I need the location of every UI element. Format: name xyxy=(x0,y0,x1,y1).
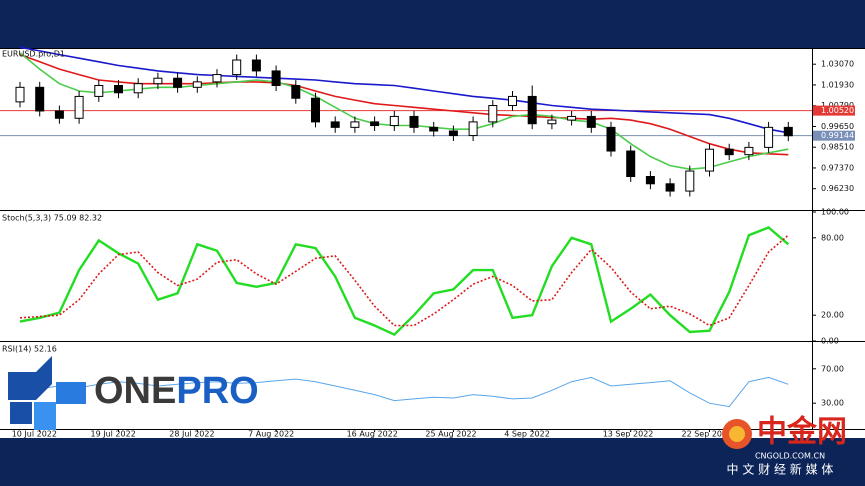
candle-body xyxy=(527,95,537,125)
cngold-logo: 中金网 xyxy=(757,415,847,450)
y-tick-label: 0.99650 xyxy=(821,122,854,131)
x-tick-label: 7 Aug 2022 xyxy=(248,430,294,439)
candle-body xyxy=(54,110,64,119)
indicator-line xyxy=(19,234,789,327)
candle-body xyxy=(370,121,380,127)
candle-body xyxy=(724,148,734,156)
candle-body xyxy=(626,150,636,178)
y-tick-label: 30.00 xyxy=(821,399,844,408)
y-tick-label: 0.00 xyxy=(821,337,839,346)
cngold-slogan: 中 文 财 经 新 媒 体 xyxy=(727,462,834,477)
y-tick-label: 20.00 xyxy=(821,311,844,320)
candle-body xyxy=(389,115,399,127)
price-label: 0.99144 xyxy=(821,131,854,140)
cngold-icon-inner xyxy=(729,426,745,442)
candle-body xyxy=(153,77,163,85)
candle-body xyxy=(429,126,439,132)
candle-body xyxy=(448,130,458,137)
candle-body xyxy=(547,119,557,125)
candle-body xyxy=(508,95,517,107)
candle-body xyxy=(330,121,340,128)
candle-body xyxy=(783,126,793,137)
y-tick-label: 0.98510 xyxy=(821,143,854,152)
candle-body xyxy=(645,176,655,185)
y-tick-label: 1.03070 xyxy=(821,60,854,69)
candle-body xyxy=(685,170,695,192)
candle-body xyxy=(409,115,419,128)
candle-body xyxy=(606,126,616,152)
candle-body xyxy=(94,84,104,97)
candle-body xyxy=(35,86,45,112)
x-tick-label: 19 Jul 2022 xyxy=(91,430,136,439)
indicator-line xyxy=(19,46,789,134)
price-label-box xyxy=(813,105,855,116)
candle-body xyxy=(488,105,498,123)
candle-body xyxy=(192,81,202,88)
y-tick-label: 0.96230 xyxy=(821,184,854,193)
candle-body xyxy=(291,84,301,99)
onepro-pro: PRO xyxy=(176,370,258,412)
candle-body xyxy=(232,59,242,76)
candle-body xyxy=(251,59,261,72)
x-tick-label: 10 Jul 2022 xyxy=(12,430,57,439)
indicator-line xyxy=(19,376,789,408)
x-tick-label: 22 Sep 2022 xyxy=(682,430,733,439)
chart-area xyxy=(0,48,865,438)
y-tick-label: 1.01930 xyxy=(821,80,854,89)
y-tick-label: 100.00 xyxy=(821,208,849,217)
logos: ONEPRO 中金网 CNGOLD.COM.CN 中 文 财 经 新 媒 体 xyxy=(8,356,847,477)
candle-body xyxy=(586,115,596,128)
candle-body xyxy=(567,115,577,121)
onepro-one: ONE xyxy=(94,370,176,412)
candle-body xyxy=(114,84,123,94)
onepro-icon xyxy=(8,356,86,430)
pane-title: RSI(14) 52.16 xyxy=(2,345,57,354)
candle-body xyxy=(665,183,675,192)
candle-body xyxy=(173,77,183,88)
indicator-line xyxy=(19,52,789,171)
y-tick-label: 80.00 xyxy=(821,233,844,242)
candle-body xyxy=(350,121,360,128)
candle-body xyxy=(15,86,25,103)
price-label-box xyxy=(813,130,855,141)
candle-body xyxy=(212,74,222,83)
x-tick-label: 28 Jul 2022 xyxy=(169,430,214,439)
x-tick-label: 13 Sep 2022 xyxy=(603,430,654,439)
onepro-text: ONEPRO xyxy=(94,370,259,412)
candle-body xyxy=(764,126,774,148)
indicator-line xyxy=(19,53,789,156)
cngold-site: CNGOLD.COM.CN xyxy=(755,452,825,461)
plot: 0.962300.973700.985100.996501.007901.019… xyxy=(0,46,855,439)
pane-title: Stoch(5,3,3) 75.09 82.32 xyxy=(2,214,102,223)
y-tick-label: 0.97370 xyxy=(821,163,854,172)
x-tick-label: 4 Sep 2022 xyxy=(504,430,550,439)
candle-body xyxy=(271,70,281,86)
candle-body xyxy=(705,148,714,172)
x-tick-label: 25 Aug 2022 xyxy=(425,430,476,439)
candle-body xyxy=(74,95,84,119)
price-label: 1.00520 xyxy=(821,106,854,115)
candle-body xyxy=(744,146,754,156)
pane-title: EURUSD.pro,D1 xyxy=(2,50,65,59)
x-tick-label: 16 Aug 2022 xyxy=(347,430,398,439)
candle-body xyxy=(133,83,143,94)
candle-body xyxy=(468,121,478,137)
y-tick-label: 70.00 xyxy=(821,364,844,373)
candle-body xyxy=(311,97,320,123)
